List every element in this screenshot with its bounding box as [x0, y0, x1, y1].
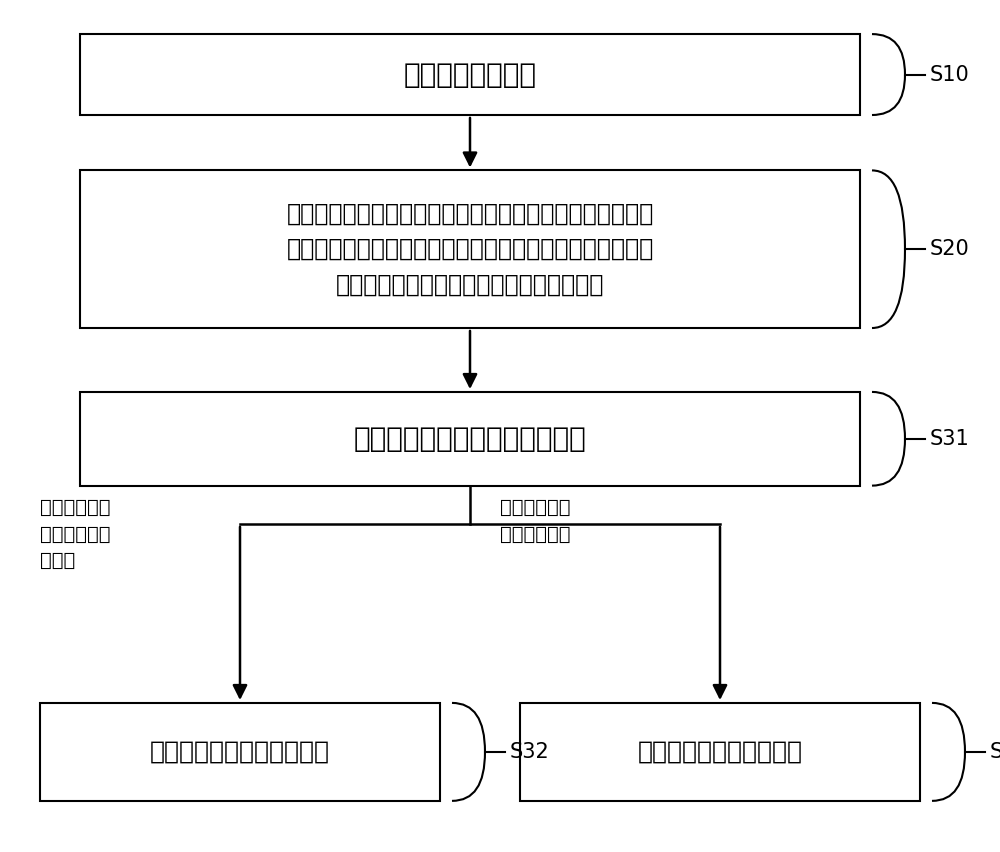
Text: 比较所述比值与预设阈值的大小: 比较所述比值与预设阈值的大小: [354, 425, 586, 452]
Text: S10: S10: [930, 65, 970, 84]
Text: 控制室内机进行舒适性化霜: 控制室内机进行舒适性化霜: [150, 740, 330, 764]
Text: 所述比值小于
所述预设阈值: 所述比值小于 所述预设阈值: [500, 498, 570, 544]
Text: S32: S32: [510, 742, 550, 762]
Text: S33: S33: [990, 742, 1000, 762]
Text: S20: S20: [930, 239, 970, 259]
Text: 获取判定状态后的室内机和室外机的能力容量，计算关机的
室内机与开机无人的室内机的能力容量之和，并计算所述能
力容量之和与所述室外机的能力容量的比值: 获取判定状态后的室内机和室外机的能力容量，计算关机的 室内机与开机无人的室内机的…: [286, 202, 654, 296]
FancyBboxPatch shape: [80, 34, 860, 115]
Text: 所述比值大于
或等于所述预
设阈值: 所述比值大于 或等于所述预 设阈值: [40, 498, 110, 571]
Text: S31: S31: [930, 429, 970, 449]
FancyBboxPatch shape: [80, 392, 860, 486]
Text: 判定室内机的状态: 判定室内机的状态: [404, 60, 536, 89]
Text: 控制室内机进行常规化霜: 控制室内机进行常规化霜: [638, 740, 802, 764]
FancyBboxPatch shape: [520, 703, 920, 801]
FancyBboxPatch shape: [40, 703, 440, 801]
FancyBboxPatch shape: [80, 170, 860, 328]
